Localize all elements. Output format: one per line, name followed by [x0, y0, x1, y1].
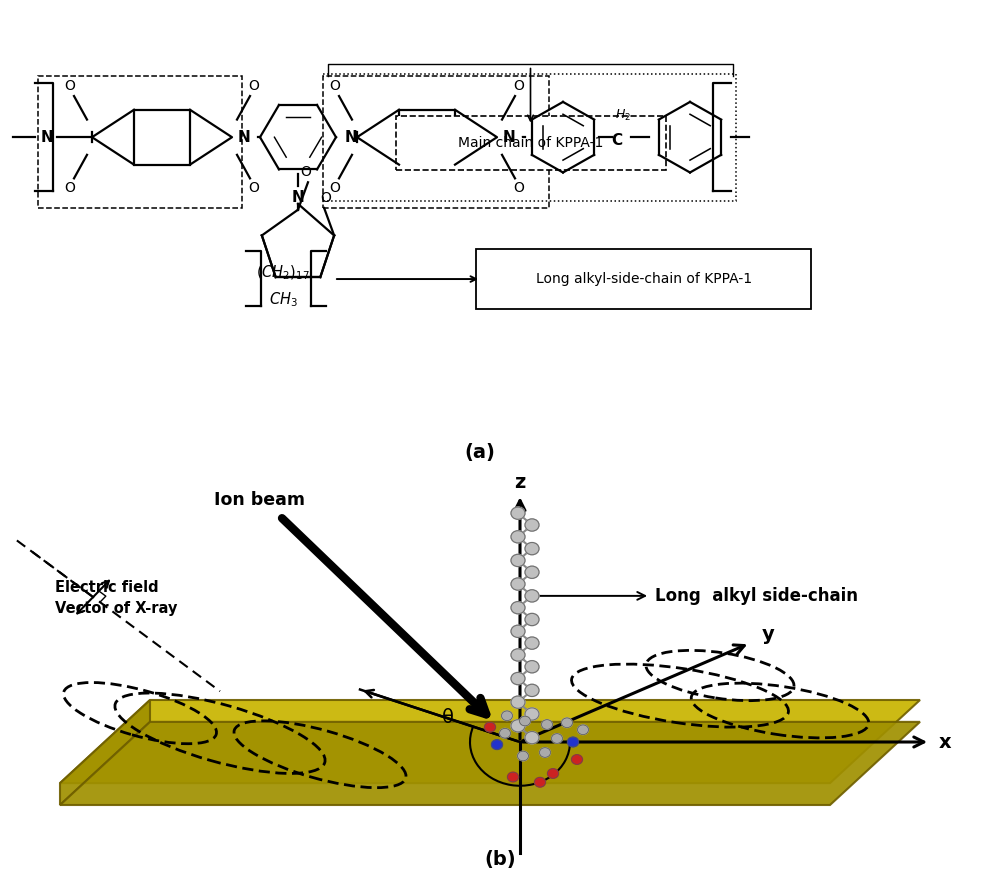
Polygon shape — [60, 700, 150, 805]
Circle shape — [511, 719, 525, 732]
Circle shape — [511, 625, 525, 637]
Text: Long  alkyl side-chain: Long alkyl side-chain — [655, 587, 858, 605]
Circle shape — [568, 737, 578, 746]
Text: O: O — [330, 181, 340, 195]
Circle shape — [548, 768, 558, 779]
Text: Electric field: Electric field — [55, 580, 159, 596]
Text: Long alkyl-side-chain of KPPA-1: Long alkyl-side-chain of KPPA-1 — [536, 272, 752, 286]
Text: $(CH_2)_{17}$: $(CH_2)_{17}$ — [256, 264, 310, 283]
Text: N: N — [292, 191, 304, 206]
FancyBboxPatch shape — [396, 116, 666, 170]
Circle shape — [540, 747, 550, 757]
Circle shape — [525, 708, 539, 720]
Text: y: y — [762, 625, 774, 644]
Text: N: N — [345, 130, 357, 144]
Text: O: O — [514, 80, 524, 94]
Circle shape — [542, 719, 553, 729]
Circle shape — [525, 519, 539, 531]
Text: θ: θ — [442, 708, 454, 727]
Circle shape — [511, 601, 525, 613]
Circle shape — [525, 661, 539, 673]
Text: Ion beam: Ion beam — [214, 492, 306, 509]
Text: N: N — [503, 130, 515, 144]
Circle shape — [511, 530, 525, 542]
Polygon shape — [60, 722, 920, 805]
Text: O: O — [301, 165, 311, 179]
Circle shape — [502, 710, 512, 721]
Circle shape — [492, 739, 503, 749]
Circle shape — [525, 637, 539, 649]
Text: O: O — [321, 192, 332, 206]
Circle shape — [511, 696, 525, 708]
Text: N: N — [40, 130, 53, 144]
Text: Vector of X-ray: Vector of X-ray — [55, 600, 177, 616]
Circle shape — [508, 772, 519, 782]
Text: Main chain of KPPA-1: Main chain of KPPA-1 — [458, 136, 603, 150]
Circle shape — [520, 716, 531, 725]
Text: O: O — [514, 181, 524, 195]
Circle shape — [511, 554, 525, 566]
Circle shape — [525, 542, 539, 555]
Text: (b): (b) — [484, 850, 516, 869]
Text: (a): (a) — [465, 444, 495, 462]
Text: N: N — [238, 130, 250, 144]
Circle shape — [525, 732, 539, 744]
Circle shape — [511, 648, 525, 662]
Text: O: O — [330, 80, 340, 94]
Text: O: O — [249, 80, 259, 94]
Text: x: x — [939, 732, 951, 752]
Circle shape — [525, 590, 539, 602]
Circle shape — [511, 672, 525, 684]
Circle shape — [572, 754, 582, 765]
Circle shape — [485, 722, 496, 732]
Text: $H_2$: $H_2$ — [615, 108, 631, 123]
Circle shape — [552, 733, 562, 743]
Circle shape — [525, 684, 539, 696]
Circle shape — [525, 613, 539, 626]
Circle shape — [534, 777, 546, 788]
Circle shape — [518, 751, 528, 760]
Circle shape — [511, 578, 525, 590]
Circle shape — [511, 507, 525, 519]
FancyBboxPatch shape — [476, 248, 811, 310]
Circle shape — [500, 728, 511, 738]
Circle shape — [562, 718, 573, 727]
Circle shape — [578, 724, 588, 734]
Circle shape — [525, 566, 539, 578]
Text: z: z — [514, 473, 526, 493]
Polygon shape — [60, 700, 920, 783]
Text: C: C — [611, 133, 622, 148]
Text: O: O — [249, 181, 259, 195]
Text: $CH_3$: $CH_3$ — [269, 290, 297, 309]
Text: O: O — [65, 181, 75, 195]
Text: O: O — [65, 80, 75, 94]
